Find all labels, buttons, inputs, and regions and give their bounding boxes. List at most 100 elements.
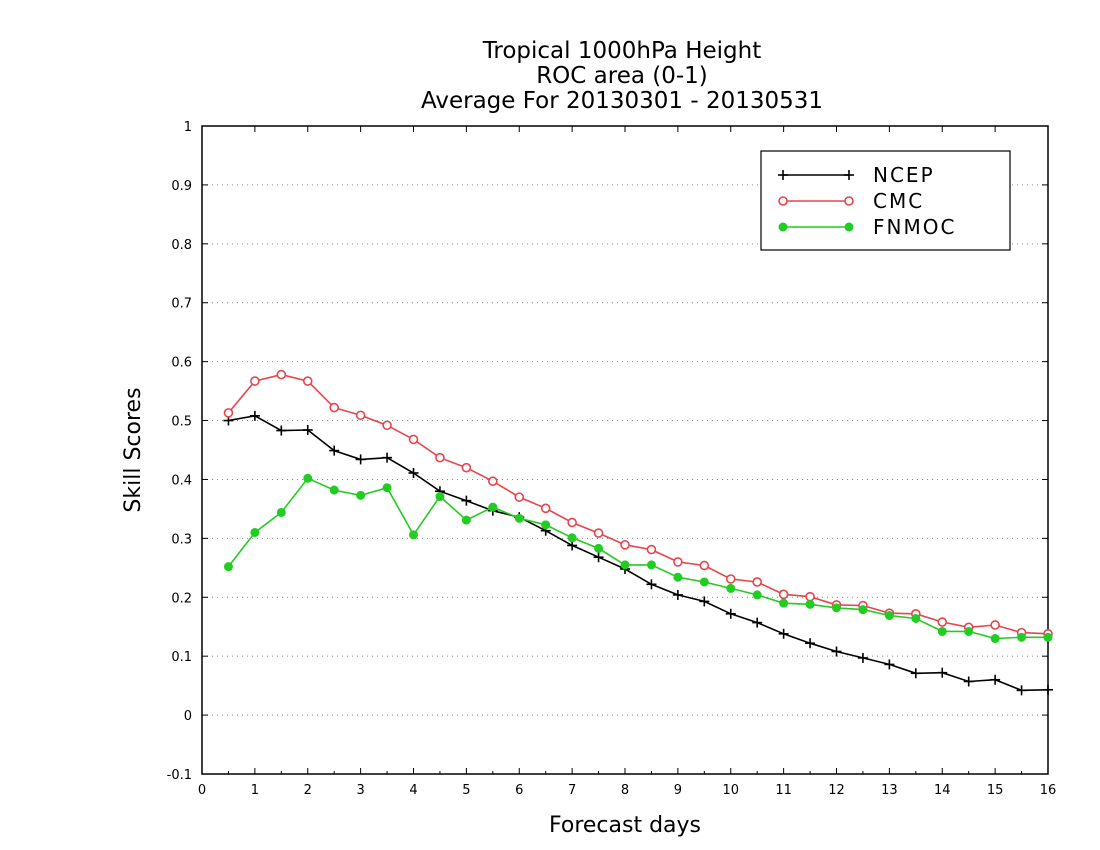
data-point-fnmoc-15 (620, 560, 630, 570)
data-point-cmc-2 (276, 369, 287, 380)
data-point-fnmoc-31 (1043, 632, 1053, 642)
data-point-ncep-6 (382, 452, 393, 463)
legend-marker-start (778, 196, 788, 206)
data-point-fnmoc-4 (329, 485, 339, 495)
y-tick-label-3: 0.2 (171, 591, 192, 606)
data-point-cmc-16 (646, 544, 657, 555)
legend-item-ncep: NCEP (778, 163, 935, 187)
legend-item-fnmoc: FNMOC (778, 215, 956, 239)
data-point-fnmoc-19 (726, 583, 736, 593)
data-point-cmc-1 (250, 376, 260, 386)
data-point-fnmoc-10 (488, 502, 498, 512)
x-tick-label-14: 14 (934, 783, 951, 798)
data-point-cmc-10 (488, 476, 498, 487)
x-axis-label: Forecast days (549, 813, 701, 838)
legend-marker-end (844, 170, 854, 180)
data-point-fnmoc-13 (567, 533, 577, 543)
data-point-cmc-27 (937, 617, 948, 627)
data-point-ncep-1 (249, 410, 260, 421)
data-point-ncep-21 (778, 628, 789, 639)
data-point-ncep-16 (646, 579, 657, 590)
y-axis-label: Skill Scores (121, 387, 146, 512)
legend-item-cmc: CMC (778, 189, 922, 213)
x-tick-label-2: 2 (304, 783, 312, 798)
data-point-fnmoc-23 (832, 603, 841, 613)
data-point-cmc-22 (805, 591, 815, 602)
data-point-ncep-3 (302, 424, 313, 435)
legend-marker-start (778, 222, 788, 232)
y-tick-label-11: 1 (184, 120, 192, 135)
data-point-ncep-23 (831, 646, 842, 657)
x-tick-label-7: 7 (568, 783, 576, 798)
data-point-fnmoc-30 (1017, 632, 1027, 642)
data-point-ncep-14 (593, 552, 604, 563)
data-point-fnmoc-7 (409, 530, 418, 540)
data-point-fnmoc-27 (937, 626, 947, 636)
series-line-fnmoc (227, 477, 1048, 640)
data-point-fnmoc-20 (752, 590, 762, 600)
data-point-ncep-7 (408, 467, 419, 478)
data-point-cmc-17 (673, 557, 683, 567)
chart-title-line-1: Tropical 1000hPa Height (482, 38, 762, 64)
series-ncep (223, 410, 1053, 696)
data-point-fnmoc-1 (250, 527, 260, 537)
data-point-ncep-4 (329, 445, 340, 456)
data-point-fnmoc-6 (382, 483, 392, 493)
y-tick-label-10: 0.9 (171, 179, 192, 194)
y-tick-label-5: 0.4 (171, 473, 192, 488)
legend-marker-start (778, 170, 788, 180)
data-point-ncep-27 (937, 667, 948, 678)
legend-marker-end (844, 196, 854, 206)
data-point-cmc-9 (461, 462, 472, 473)
series-line-cmc (227, 373, 1049, 635)
data-point-fnmoc-12 (541, 520, 551, 530)
data-point-ncep-30 (1016, 685, 1027, 696)
data-point-ncep-26 (910, 668, 921, 679)
data-point-ncep-20 (752, 617, 763, 628)
data-point-cmc-18 (699, 560, 710, 571)
data-point-fnmoc-17 (673, 572, 683, 582)
data-point-ncep-19 (725, 608, 736, 619)
data-point-fnmoc-14 (594, 543, 604, 553)
data-point-fnmoc-21 (779, 598, 789, 608)
data-point-ncep-2 (276, 425, 287, 436)
x-tick-label-5: 5 (462, 783, 470, 798)
data-point-cmc-14 (593, 528, 604, 538)
x-tick-label-10: 10 (722, 783, 739, 798)
series-fnmoc (223, 473, 1053, 644)
y-tick-label-0: -0.1 (167, 768, 192, 783)
data-point-ncep-5 (355, 454, 366, 465)
y-tick-label-6: 0.5 (171, 415, 192, 430)
data-point-cmc-29 (990, 620, 1000, 630)
series-layer (223, 369, 1053, 696)
data-point-ncep-22 (805, 638, 816, 649)
data-point-cmc-7 (408, 434, 419, 445)
data-point-cmc-4 (329, 402, 339, 413)
chart-title-line-3: Average For 20130301 - 20130531 (421, 88, 823, 114)
data-point-ncep-24 (857, 652, 868, 663)
data-point-fnmoc-28 (964, 626, 974, 636)
x-tick-label-6: 6 (515, 783, 523, 798)
data-point-ncep-17 (672, 589, 683, 600)
legend-label-fnmoc: FNMOC (873, 215, 956, 239)
y-tick-label-9: 0.8 (171, 238, 192, 253)
x-tick-label-16: 16 (1040, 783, 1057, 798)
data-point-fnmoc-3 (303, 473, 313, 483)
x-tick-label-9: 9 (674, 783, 682, 798)
data-point-fnmoc-11 (514, 513, 524, 523)
series-line-ncep (228, 414, 1049, 692)
x-tick-label-3: 3 (356, 783, 364, 798)
x-tick-label-8: 8 (621, 783, 629, 798)
y-tick-label-8: 0.7 (171, 297, 192, 312)
data-point-fnmoc-8 (435, 492, 445, 502)
data-point-cmc-12 (540, 503, 551, 514)
data-point-cmc-3 (302, 376, 313, 386)
data-point-fnmoc-22 (805, 599, 815, 609)
data-point-ncep-9 (461, 495, 472, 506)
data-point-fnmoc-18 (699, 577, 709, 587)
legend-label-ncep: NCEP (873, 163, 935, 187)
data-point-ncep-28 (963, 676, 974, 687)
data-point-fnmoc-5 (356, 490, 366, 500)
data-point-fnmoc-9 (461, 515, 471, 525)
